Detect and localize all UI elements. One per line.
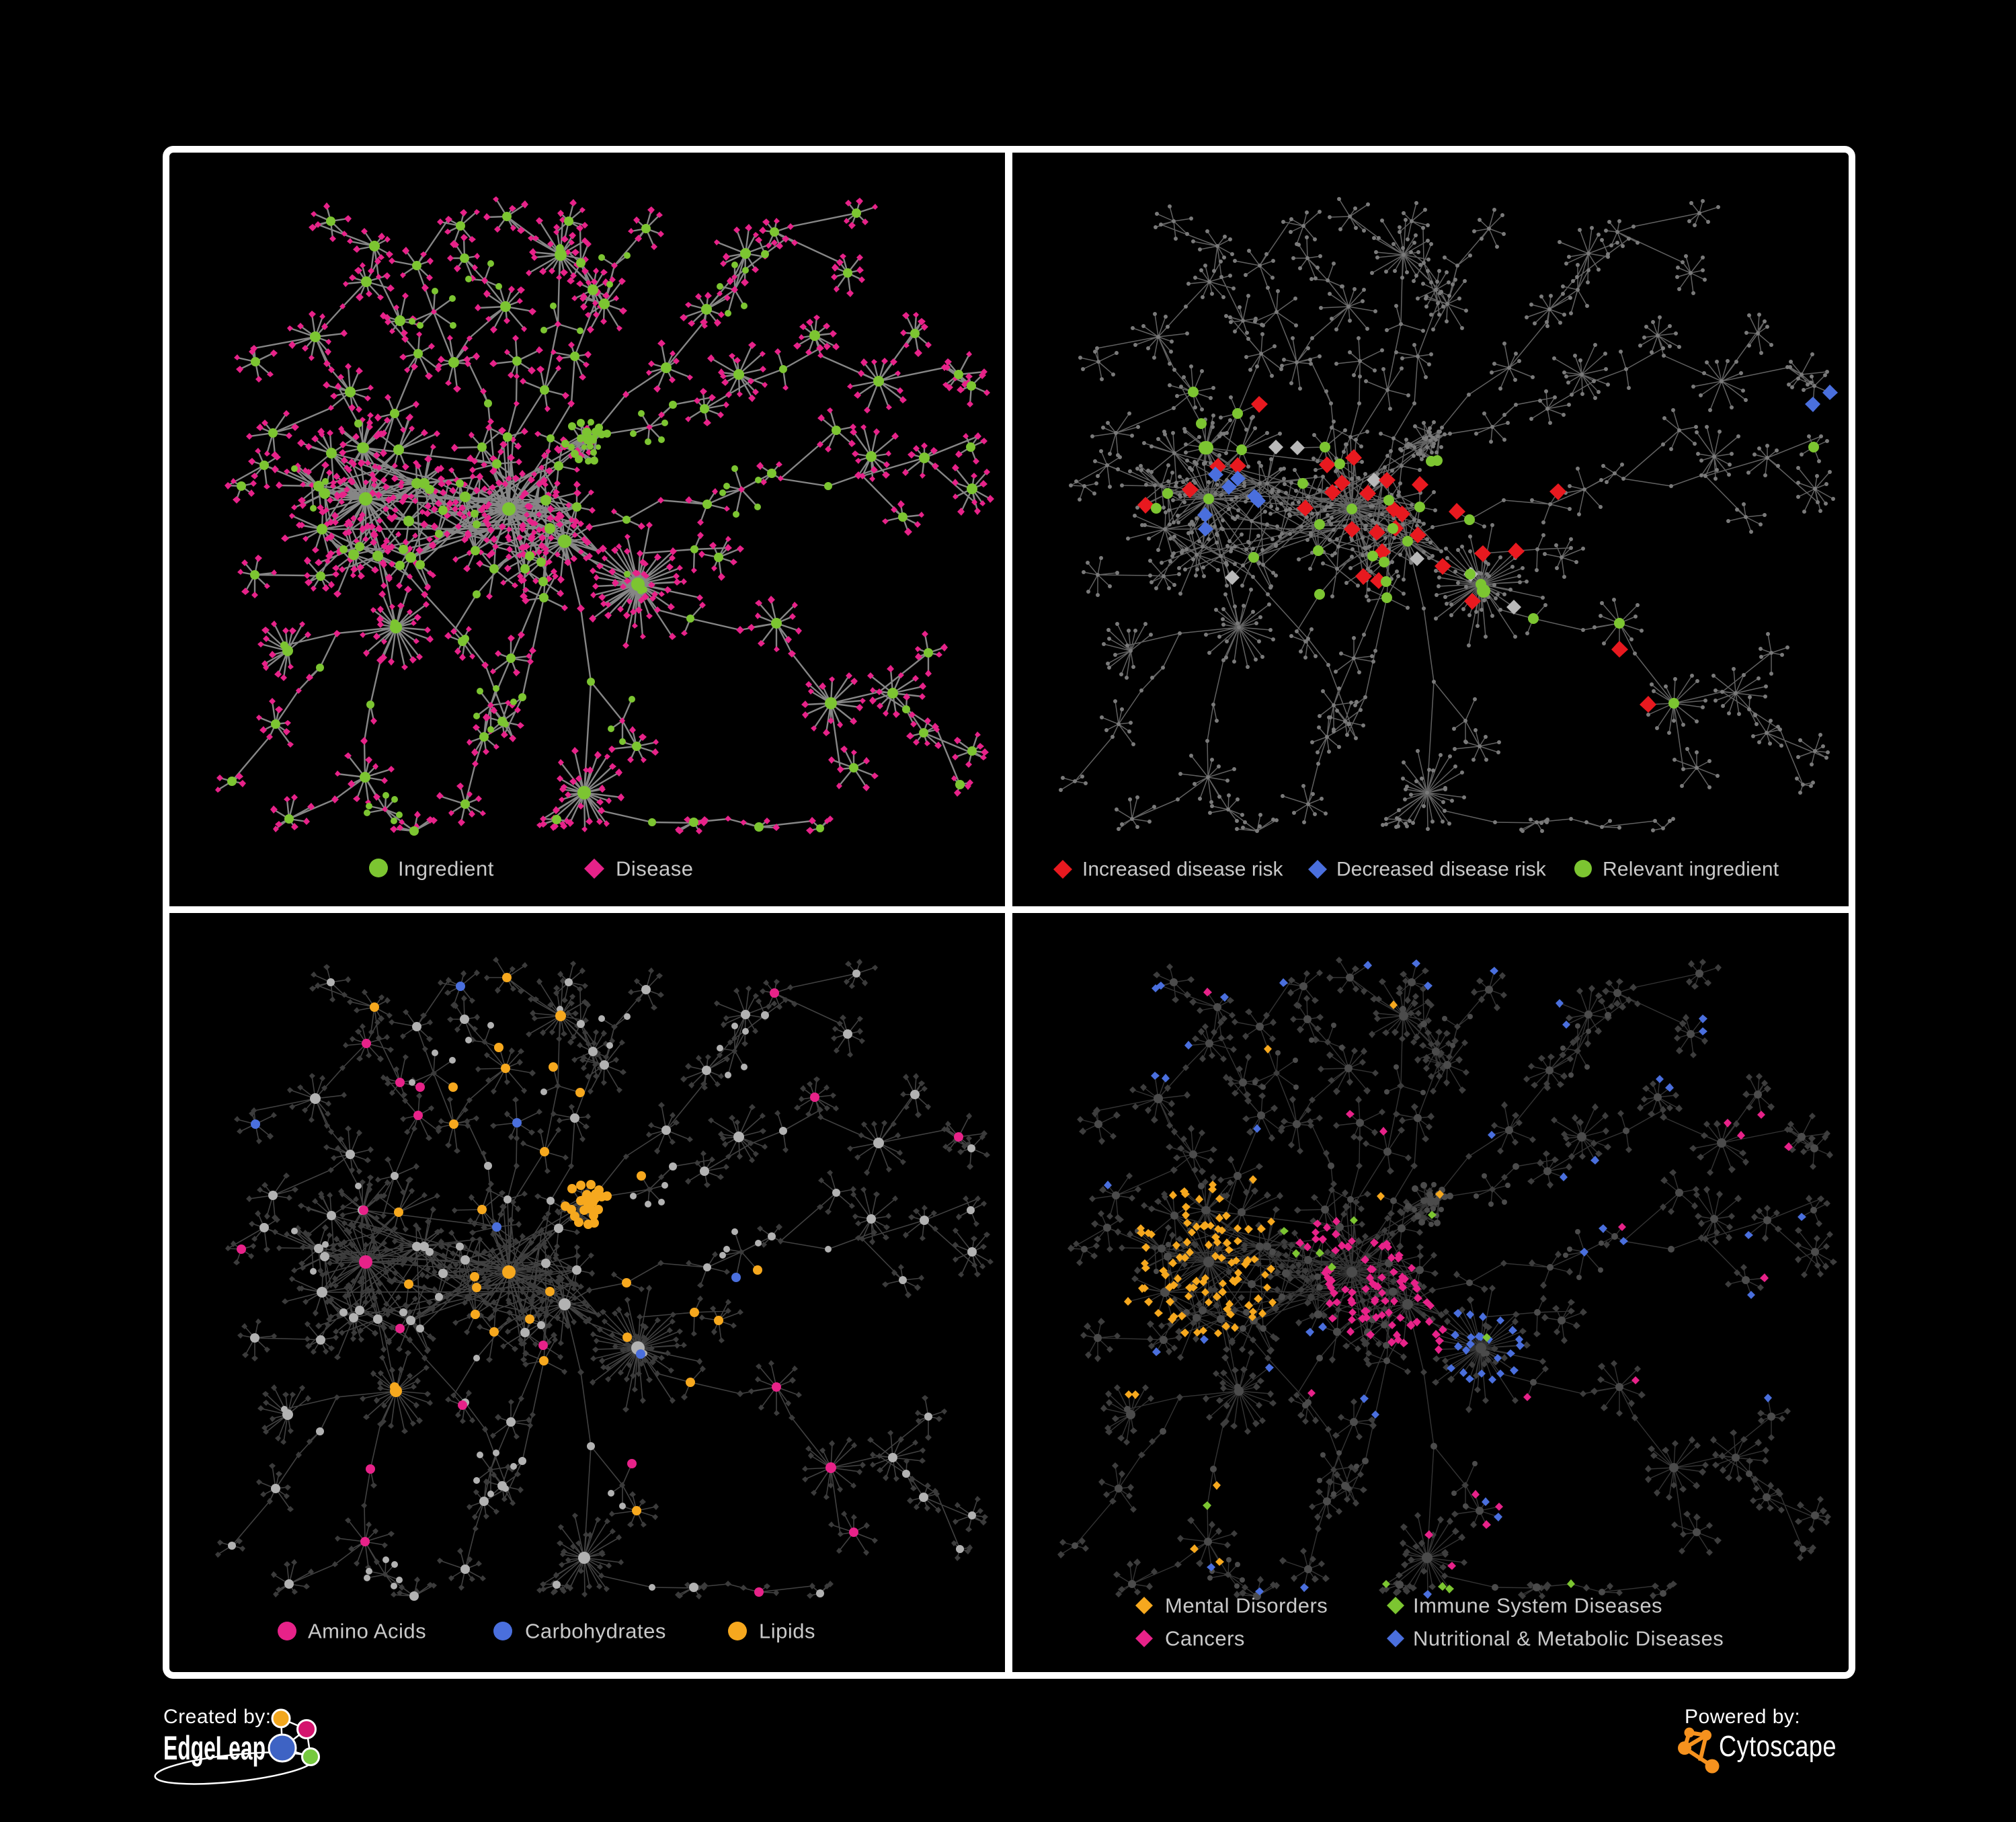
svg-text:Amino Acids: Amino Acids (308, 1620, 426, 1643)
svg-text:Lipids: Lipids (759, 1620, 815, 1643)
svg-text:Mental Disorders: Mental Disorders (1165, 1594, 1328, 1618)
svg-text:Cytoscape: Cytoscape (1719, 1730, 1837, 1763)
svg-text:Carbohydrates: Carbohydrates (525, 1620, 666, 1643)
svg-text:Nutritional & Metabolic Diseas: Nutritional & Metabolic Diseases (1413, 1627, 1724, 1651)
svg-text:EdgeLeap: EdgeLeap (163, 1729, 266, 1767)
svg-text:Decreased disease risk: Decreased disease risk (1336, 859, 1547, 881)
svg-text:Disease: Disease (616, 857, 694, 881)
svg-text:Immune System Diseases: Immune System Diseases (1413, 1594, 1662, 1618)
svg-text:Ingredient: Ingredient (398, 857, 494, 881)
svg-text:Cancers: Cancers (1165, 1627, 1245, 1651)
svg-text:Increased disease risk: Increased disease risk (1082, 859, 1283, 881)
svg-text:Relevant ingredient: Relevant ingredient (1603, 859, 1779, 881)
svg-text:Powered by:: Powered by: (1685, 1706, 1800, 1728)
svg-text:Created by:: Created by: (163, 1706, 272, 1728)
